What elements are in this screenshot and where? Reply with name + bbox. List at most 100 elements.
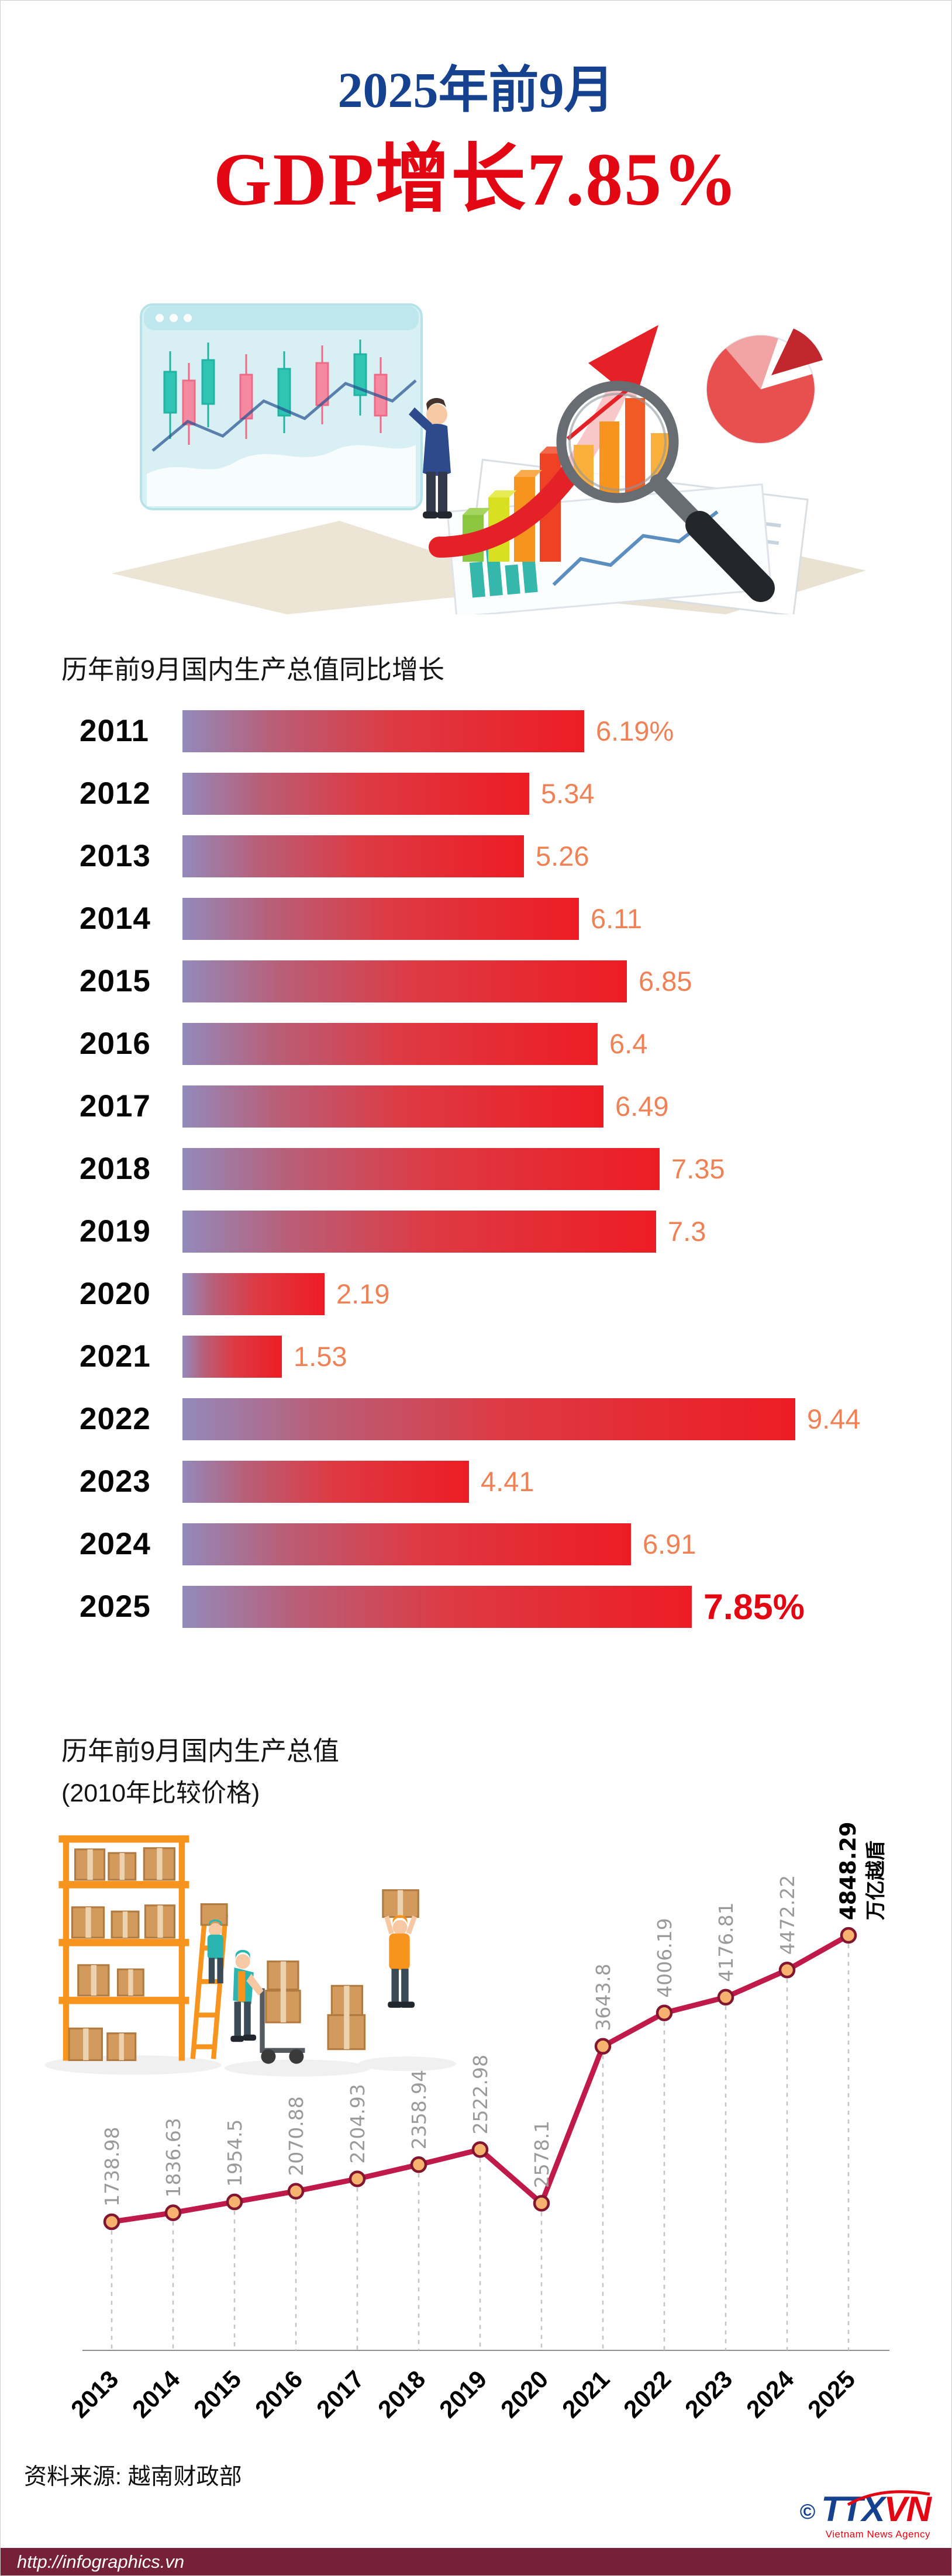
bar-chart-title: 历年前9月国内生产总值同比增长 — [61, 655, 445, 684]
bar-year-label: 2023 — [80, 1464, 151, 1499]
hero-illustration — [88, 264, 875, 618]
x-axis-label: 2021 — [557, 2365, 615, 2423]
line-chart: 1738.98 2013 1836.63 2014 1954.5 2015 2070.88 2… — [24, 1813, 925, 2485]
bar-row: 2019 7.3 — [80, 1200, 933, 1263]
data-point — [778, 1961, 796, 1979]
x-axis-label: 2018 — [372, 2365, 430, 2423]
bar-row: 2015 6.85 — [80, 950, 933, 1012]
data-point — [656, 2004, 673, 2021]
logo-agency-text: Vietnam News Agency — [825, 2529, 930, 2540]
worker-on-ladder — [190, 1903, 229, 2059]
point-value-label: 2578.1 — [530, 2121, 553, 2188]
bar — [182, 960, 627, 1002]
bar-value-label: 6.19% — [596, 715, 674, 746]
bar-value-label: 4.41 — [481, 1466, 534, 1497]
point-value-label: 2204.93 — [346, 2084, 369, 2163]
x-axis-label: 2020 — [495, 2365, 553, 2423]
bar-year-label: 2011 — [80, 714, 149, 748]
point-value-label: 1836.63 — [162, 2118, 185, 2197]
bar-year-label: 2024 — [80, 1527, 151, 1561]
point-value-label: 4472.22 — [776, 1875, 799, 1955]
bar-year-label: 2015 — [80, 964, 151, 998]
bar-value-label: 7.85% — [703, 1586, 805, 1627]
bar-year-label: 2018 — [80, 1152, 151, 1186]
bar-row: 2014 6.11 — [80, 887, 933, 950]
bar — [182, 1460, 469, 1503]
warehouse-illustration-svg — [44, 1835, 456, 2077]
x-axis-label: 2025 — [802, 2365, 860, 2423]
bar — [182, 1398, 795, 1440]
bar — [182, 835, 524, 877]
ttxvn-logo: © TTX VN Vietnam News Agency — [799, 2489, 932, 2540]
data-point — [287, 2183, 305, 2200]
data-point — [594, 2038, 612, 2055]
data-point — [410, 2156, 427, 2173]
point-value-label: 4848.29 — [836, 1821, 861, 1920]
magnifier-icon — [556, 381, 775, 602]
x-axis-label: 2022 — [618, 2365, 676, 2423]
bar — [182, 772, 529, 815]
shadow-shape — [358, 2056, 456, 2072]
bar-row: 2013 5.26 — [80, 825, 933, 887]
worker-with-dolly — [230, 1949, 305, 2064]
logo-vn-text: VN — [884, 2489, 932, 2529]
point-value-label: 4006.19 — [653, 1918, 676, 1997]
bar-year-label: 2022 — [80, 1402, 151, 1436]
bar-value-label: 6.4 — [609, 1028, 648, 1059]
point-value-label: 2358.94 — [408, 2070, 430, 2149]
bar-value-label: 6.11 — [591, 903, 642, 934]
x-axis-label: 2014 — [127, 2365, 185, 2423]
hero-illustration-svg — [112, 303, 866, 618]
bar-value-label: 5.34 — [541, 778, 595, 809]
bar-value-label: 9.44 — [807, 1403, 861, 1434]
copyright-mark: © — [799, 2499, 816, 2523]
bar-value-label: 7.3 — [668, 1216, 706, 1247]
bar-year-label: 2025 — [80, 1589, 151, 1624]
data-point — [840, 1927, 857, 1944]
bar-value-label: 6.85 — [639, 966, 692, 997]
bar-year-label: 2016 — [80, 1026, 151, 1061]
warehouse-illustration — [42, 1808, 468, 2082]
point-value-label: 3643.8 — [592, 1963, 615, 2031]
unit-label: 万亿越盾 — [865, 1841, 887, 1920]
bar-year-label: 2017 — [80, 1089, 151, 1123]
bar-row: 2011 6.19% — [80, 700, 933, 762]
bar-value-label: 1.53 — [294, 1341, 347, 1372]
x-axis-label: 2019 — [434, 2365, 492, 2423]
data-point — [349, 2170, 366, 2187]
data-point — [533, 2195, 550, 2212]
bar-year-label: 2012 — [80, 776, 151, 811]
line-chart-subtitle: (2010年比较价格) — [61, 1779, 260, 1807]
point-value-label: 2070.88 — [285, 2096, 308, 2176]
person-figure — [409, 397, 452, 518]
bar-year-label: 2014 — [80, 901, 151, 936]
worker-carrying-box — [382, 1889, 419, 2008]
shadow-shape — [224, 2059, 371, 2077]
line-chart-svg: 1738.98 2013 1836.63 2014 1954.5 2015 2070.88 2… — [65, 1821, 889, 2423]
bar — [182, 710, 584, 752]
bar-row: 2018 7.35 — [80, 1137, 933, 1200]
bar-row: 2023 4.41 — [80, 1450, 933, 1513]
data-point — [226, 2193, 243, 2211]
data-point — [471, 2141, 489, 2158]
logo-ttx-text: TTX — [821, 2489, 885, 2529]
bar — [182, 1585, 692, 1628]
pie-chart — [706, 329, 823, 444]
x-axis-label: 2013 — [65, 2365, 123, 2423]
bar — [182, 1147, 660, 1190]
source-note: 资料来源: 越南财政部 — [24, 2464, 242, 2489]
x-axis-label: 2024 — [741, 2365, 799, 2423]
data-point — [164, 2204, 182, 2221]
bar-row: 2021 1.53 — [80, 1325, 933, 1388]
bar — [182, 1022, 598, 1065]
bar-row: 2022 9.44 — [80, 1388, 933, 1450]
bar-year-label: 2020 — [80, 1277, 151, 1311]
bar-chart: 2011 6.19% 2012 5.34 2013 5.26 2014 6.11 2015 6.8… — [80, 700, 933, 1638]
hero-subtitle: 2025年前9月 — [337, 62, 615, 118]
shadow-shape — [112, 521, 544, 614]
bar-year-label: 2019 — [80, 1214, 151, 1249]
bar-year-label: 2021 — [80, 1339, 151, 1374]
line-chart-title: 历年前9月国内生产总值 — [61, 1736, 340, 1766]
bar-row: 2025 7.85% — [80, 1575, 933, 1638]
point-value-label: 2522.98 — [469, 2055, 492, 2134]
